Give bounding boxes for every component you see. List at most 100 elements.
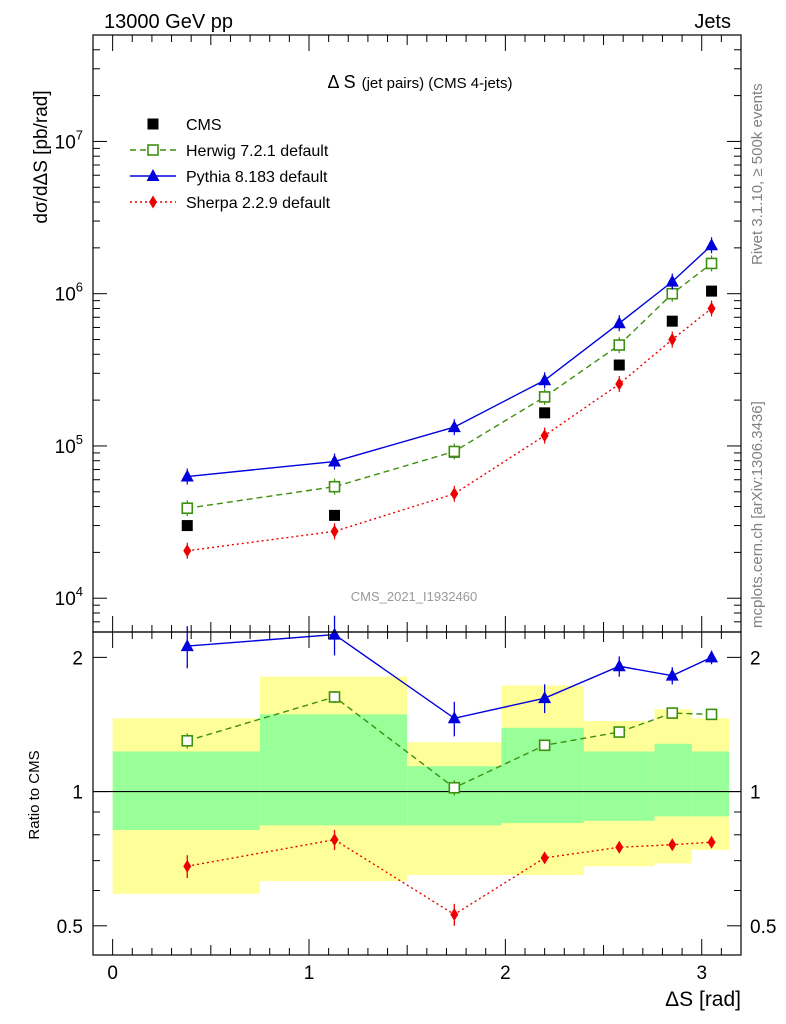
herwig-point-0: [181, 502, 194, 515]
herwig-point-4: [613, 339, 626, 351]
legend-marker-pythia: [146, 169, 160, 181]
ratio-series-sherpa: [183, 830, 716, 926]
series-herwig: [181, 255, 718, 517]
herwig-point-1: [328, 480, 341, 493]
cms-point-6: [706, 285, 718, 297]
ratio-sherpa-point-3: [540, 851, 549, 865]
sherpa-point-1: [330, 524, 339, 538]
herwig-point-6: [705, 257, 718, 270]
ratio-pythia-point-1: [328, 627, 342, 640]
sherpa-point-0: [183, 544, 192, 558]
pythia-point-5: [665, 274, 679, 287]
herwig-point-3: [538, 391, 551, 403]
herwig-line: [187, 262, 712, 509]
main-y-tick-base-0: 10: [55, 589, 76, 610]
main-y-axis-label: dσ/dΔS [pb/rad]: [31, 90, 52, 223]
sherpa-point-5: [668, 333, 677, 347]
cms-point-0: [181, 520, 193, 532]
ratio-y-tick-label-left-0: 0.5: [57, 917, 83, 938]
ratio-y-tick-label-right-2: 2: [750, 648, 761, 669]
plot-title-main: Δ S: [328, 72, 356, 92]
plot-title: Δ S (jet pairs) (CMS 4-jets): [328, 72, 513, 92]
ratio-series-pythia: [180, 615, 719, 737]
x-tick-label-0: 0: [107, 963, 118, 984]
band-inner-2: [407, 766, 502, 826]
x-tick-label-3: 3: [696, 963, 707, 984]
main-y-tick-exp-2: 6: [76, 280, 83, 295]
ratio-pythia-point-3: [538, 691, 552, 704]
herwig-point-2: [448, 445, 461, 458]
pythia-point-0: [180, 469, 194, 482]
ratio-pythia-point-4: [612, 659, 626, 672]
rivet-version-label: Rivet 3.1.10, ≥ 500k events: [749, 83, 766, 265]
main-y-tick-label-1: 105: [55, 432, 83, 458]
cms-point-3: [539, 407, 551, 419]
legend-item-herwig: Herwig 7.2.1 default: [130, 143, 329, 160]
legend-label-sherpa: Sherpa 2.2.9 default: [186, 195, 331, 212]
ratio-herwig-point-6: [705, 708, 718, 721]
sherpa-point-6: [707, 301, 716, 315]
series-cms: [181, 285, 718, 532]
pythia-point-2: [447, 420, 461, 433]
ratio-pythia-point-5: [665, 668, 679, 681]
x-tick-label-1: 1: [304, 963, 315, 984]
band-inner-0: [112, 751, 260, 831]
pythia-point-1: [328, 454, 342, 467]
legend-item-sherpa: Sherpa 2.2.9 default: [130, 195, 331, 212]
main-y-tick-exp-3: 7: [76, 127, 83, 142]
ratio-sherpa-point-4: [615, 840, 624, 854]
ratio-panel-data: [93, 615, 741, 926]
herwig-point-5: [666, 287, 679, 300]
ratio-herwig-point-0: [181, 734, 194, 747]
ratio-herwig-point-1: [328, 691, 341, 703]
ratio-y-tick-label-right-0: 0.5: [750, 917, 776, 938]
main-y-tick-label-3: 107: [55, 127, 83, 153]
x-axis-label: ΔS [rad]: [665, 988, 741, 1011]
ratio-sherpa-point-2: [450, 908, 459, 922]
ratio-y-tick-label-left-1: 1: [72, 783, 83, 804]
ratio-uncertainty-bands: [112, 676, 730, 894]
pythia-point-4: [612, 316, 626, 329]
series-sherpa: [183, 300, 716, 559]
band-inner-4: [583, 751, 655, 821]
ratio-sherpa-point-0: [183, 859, 192, 873]
sherpa-point-3: [540, 429, 549, 443]
ratio-series-herwig: [181, 691, 718, 796]
main-y-tick-base-2: 10: [55, 285, 76, 306]
ratio-herwig-point-4: [613, 726, 626, 738]
cms-point-4: [613, 359, 625, 371]
mcplots-citation-label: mcplots.cern.ch [arXiv:1306.3436]: [749, 401, 766, 628]
legend-marker-cms: [147, 118, 159, 130]
pythia-point-3: [538, 373, 552, 386]
legend: CMS Herwig 7.2.1 default Pythia 8.183 defa…: [130, 117, 331, 212]
legend-item-pythia: Pythia 8.183 default: [130, 169, 328, 186]
legend-item-cms: CMS: [147, 117, 222, 134]
x-tick-label-2: 2: [500, 963, 511, 984]
ratio-pythia-point-0: [180, 639, 194, 652]
plot-title-sub: (jet pairs) (CMS 4-jets): [362, 75, 513, 92]
legend-marker-herwig: [147, 144, 159, 156]
ratio-y-tick-label-left-2: 2: [72, 648, 83, 669]
band-inner-5: [654, 743, 692, 817]
ratio-pythia-point-2: [447, 711, 461, 724]
main-y-tick-exp-1: 5: [76, 432, 83, 447]
legend-marker-sherpa: [149, 195, 157, 209]
ratio-sherpa-point-5: [668, 838, 677, 852]
header-process-label: Jets: [694, 11, 731, 33]
cms-point-1: [329, 509, 341, 521]
band-inner-6: [691, 751, 730, 817]
main-panel-data: [180, 237, 719, 559]
ratio-sherpa-point-6: [707, 835, 716, 849]
sherpa-point-2: [450, 487, 459, 501]
ratio-y-tick-label-right-1: 1: [750, 783, 761, 804]
ratio-herwig-point-5: [666, 707, 679, 719]
analysis-id-label: CMS_2021_I1932460: [351, 589, 478, 604]
header-energy-label: 13000 GeV pp: [104, 11, 233, 33]
legend-label-pythia: Pythia 8.183 default: [186, 169, 328, 186]
cms-point-5: [666, 315, 678, 327]
main-y-tick-label-2: 106: [55, 280, 83, 306]
pythia-point-6: [705, 238, 719, 251]
main-y-tick-base-3: 10: [55, 132, 76, 153]
